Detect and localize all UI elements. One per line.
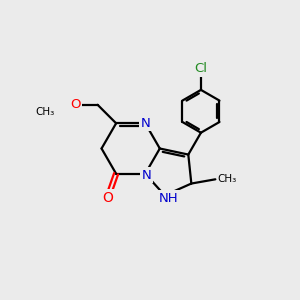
- Text: N: N: [140, 117, 150, 130]
- Text: CH₃: CH₃: [218, 174, 237, 184]
- Text: methoxy: methoxy: [47, 110, 53, 112]
- Text: Cl: Cl: [194, 62, 207, 75]
- Text: NH: NH: [158, 192, 178, 205]
- Text: O: O: [102, 190, 113, 205]
- Text: O: O: [70, 98, 81, 111]
- Text: CH₃: CH₃: [35, 107, 54, 117]
- Text: N: N: [141, 169, 151, 182]
